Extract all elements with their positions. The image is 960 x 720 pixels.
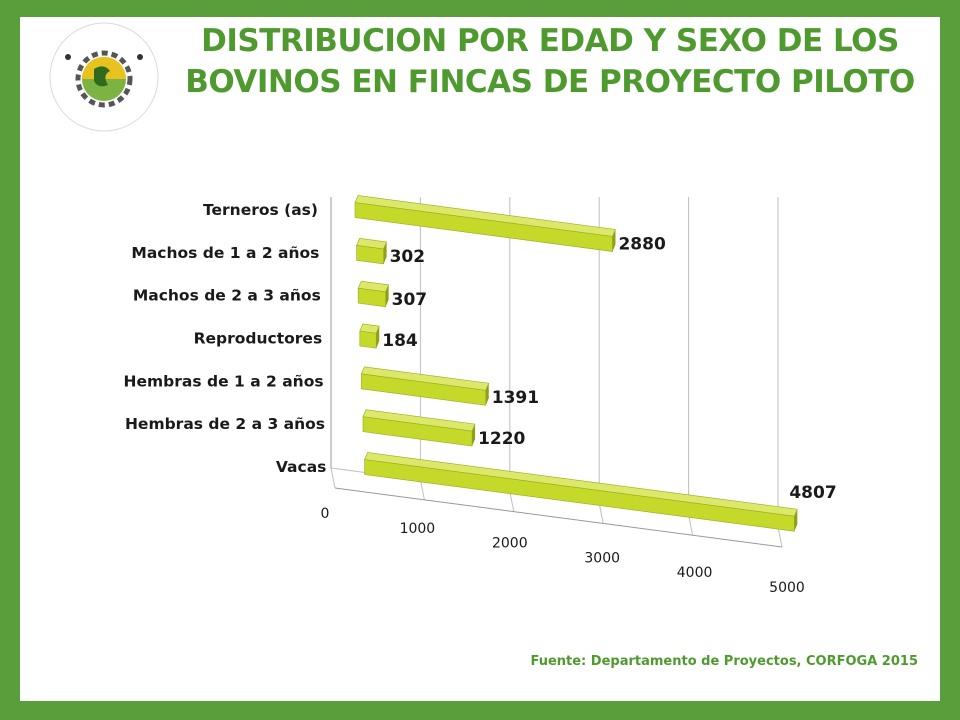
category-label-4: Hembras de 1 a 2 años xyxy=(124,372,324,390)
floor-gridline-0 xyxy=(330,467,336,489)
category-label-6: Vacas xyxy=(276,458,326,476)
x-tick-label-3: 3000 xyxy=(584,550,620,566)
value-label-2: 307 xyxy=(392,290,428,310)
value-label-6: 4807 xyxy=(789,483,836,503)
category-label-0: Terneros (as) xyxy=(203,201,318,219)
x-tick-label-5: 5000 xyxy=(769,580,805,596)
value-label-3: 184 xyxy=(382,331,418,351)
bar-side-3 xyxy=(376,326,380,349)
x-tick-label-1: 1000 xyxy=(400,521,436,537)
x-tick-label-0: 0 xyxy=(321,506,330,522)
bar-side-5 xyxy=(472,424,476,447)
category-label-3: Reproductores xyxy=(194,330,323,348)
corfoga-logo xyxy=(46,17,162,137)
bar-3 xyxy=(359,323,380,349)
bar-side-2 xyxy=(385,284,389,307)
bar-5 xyxy=(362,409,476,447)
value-label-5: 1220 xyxy=(478,429,525,449)
x-tick-label-2: 2000 xyxy=(492,536,528,552)
bar-side-0 xyxy=(612,229,616,252)
x-tick-label-4: 4000 xyxy=(677,565,713,581)
floor-gridline-1 xyxy=(419,479,425,500)
bar-1 xyxy=(356,238,388,265)
category-label-1: Machos de 1 a 2 años xyxy=(131,244,319,262)
bar-side-1 xyxy=(383,241,387,264)
source-note: Fuente: Departamento de Proyectos, CORFO… xyxy=(530,654,918,669)
category-label-2: Machos de 2 a 3 años xyxy=(133,287,321,305)
bar-4 xyxy=(360,366,490,406)
bar-side-6 xyxy=(794,509,798,532)
slide-title: DISTRIBUCION POR EDAD Y SEXO DE LOS BOVI… xyxy=(185,23,915,100)
floor-gridline-5 xyxy=(777,526,783,548)
value-label-1: 302 xyxy=(390,247,426,267)
bar-chart: 0 1000 2000 3000 4000 5000 Terneros (as) 2880 Ma… xyxy=(124,195,837,596)
bar-side-4 xyxy=(485,383,489,406)
bar-front-3 xyxy=(359,330,377,349)
value-axis-line xyxy=(334,487,783,548)
bar-0 xyxy=(354,195,616,252)
value-label-0: 2880 xyxy=(618,234,665,254)
slide: DISTRIBUCION POR EDAD Y SEXO DE LOS BOVI… xyxy=(20,17,940,701)
floor-gridline-2 xyxy=(509,491,515,512)
category-label-5: Hembras de 2 a 3 años xyxy=(125,415,325,433)
value-label-4: 1391 xyxy=(492,388,539,408)
floor-gridline-3 xyxy=(598,503,604,524)
bar-2 xyxy=(357,280,390,308)
bar-6 xyxy=(364,452,798,532)
floor-gridline-4 xyxy=(688,515,694,536)
bar-top-6 xyxy=(364,452,798,517)
